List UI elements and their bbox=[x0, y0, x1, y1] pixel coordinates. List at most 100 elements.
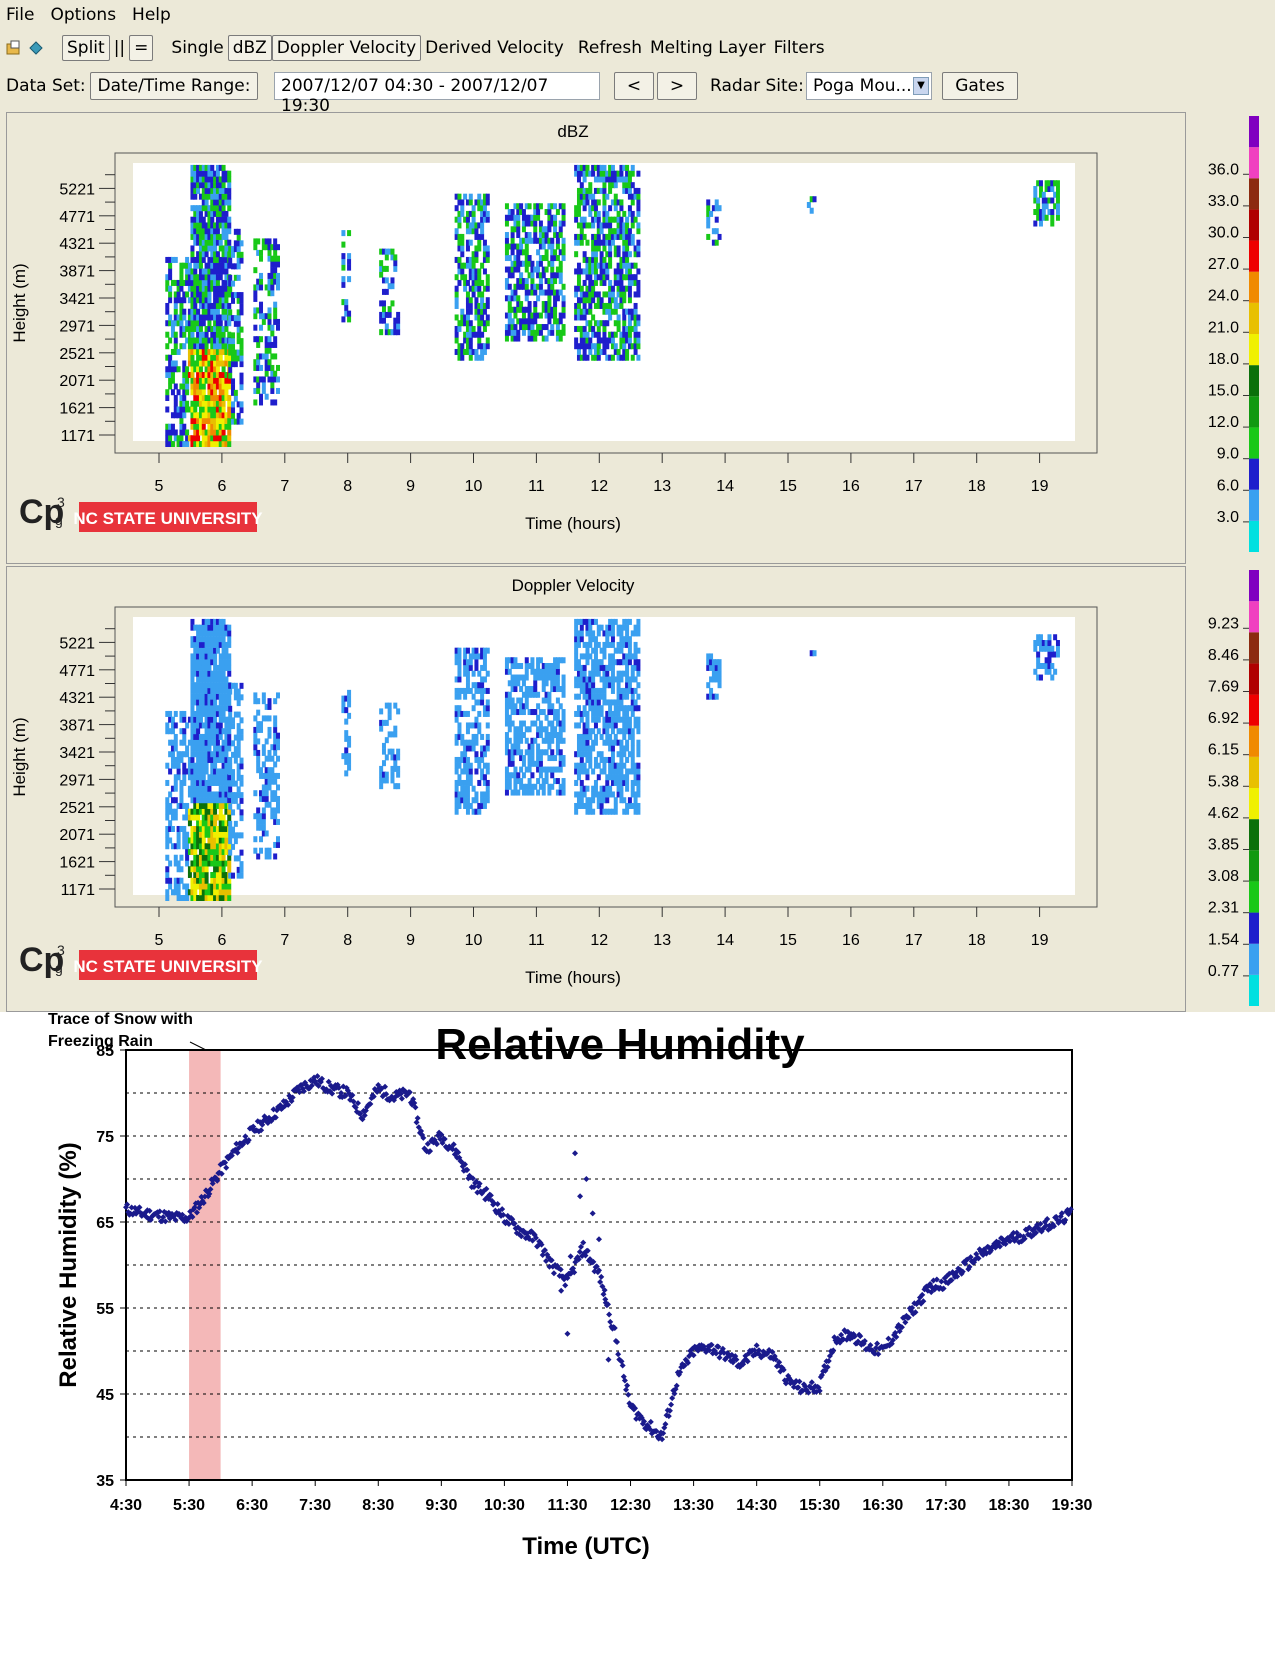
echo-cell bbox=[177, 889, 181, 895]
echo-cell bbox=[625, 355, 629, 361]
colorbar-swatch bbox=[1249, 396, 1259, 427]
echo-cell bbox=[525, 703, 529, 709]
echo-cell bbox=[273, 371, 277, 377]
echo-cell bbox=[486, 791, 490, 797]
echo-cell bbox=[562, 324, 566, 330]
echo-cell bbox=[628, 659, 632, 665]
echo-cell bbox=[556, 244, 560, 250]
refresh-button[interactable]: Refresh bbox=[574, 36, 646, 60]
vertical-split-button[interactable]: || bbox=[110, 36, 129, 60]
echo-cell bbox=[505, 221, 509, 227]
echo-cell bbox=[224, 751, 228, 757]
echo-cell bbox=[634, 653, 638, 659]
echo-cell bbox=[168, 268, 172, 274]
echo-cell bbox=[588, 625, 592, 631]
echo-cell bbox=[580, 717, 584, 723]
echo-cell bbox=[513, 686, 517, 692]
date-range-field[interactable]: 2007/12/07 04:30 - 2007/12/07 19:30 bbox=[274, 72, 600, 100]
y-tick-label: 4321 bbox=[59, 236, 95, 253]
echo-cell bbox=[1047, 634, 1051, 640]
echo-cell bbox=[486, 245, 490, 251]
echo-cell bbox=[228, 309, 232, 315]
echo-cell bbox=[259, 284, 263, 290]
echo-cell bbox=[583, 280, 587, 286]
x-tick-label: 7:30 bbox=[299, 1497, 331, 1514]
echo-cell bbox=[190, 619, 194, 625]
echo-cell bbox=[182, 297, 186, 303]
echo-cell bbox=[505, 232, 509, 238]
echo-cell bbox=[628, 619, 632, 625]
horizontal-split-button[interactable]: = bbox=[129, 35, 153, 61]
single-button[interactable]: Single bbox=[167, 36, 227, 60]
radar-site-select[interactable]: Poga Mou... ▼ bbox=[806, 72, 932, 100]
save-icon[interactable] bbox=[28, 40, 44, 56]
doppler-velocity-button[interactable]: Doppler Velocity bbox=[272, 35, 421, 61]
echo-cell bbox=[608, 705, 612, 711]
echo-cell bbox=[528, 203, 532, 209]
echo-cell bbox=[240, 240, 244, 246]
echo-cell bbox=[385, 254, 389, 260]
echo-cell bbox=[530, 744, 534, 750]
echo-cell bbox=[556, 324, 560, 330]
echo-cell bbox=[718, 682, 722, 688]
echo-cell bbox=[602, 188, 606, 194]
x-tick-label: 13:30 bbox=[673, 1497, 714, 1514]
date-range-button[interactable]: Date/Time Range: bbox=[90, 72, 258, 100]
echo-cell bbox=[562, 657, 566, 663]
echo-cell bbox=[619, 648, 623, 654]
echo-cell bbox=[273, 779, 277, 785]
derived-velocity-button[interactable]: Derived Velocity bbox=[421, 36, 568, 60]
filters-button[interactable]: Filters bbox=[770, 36, 829, 60]
panel-title: dBZ bbox=[557, 122, 588, 141]
melting-layer-button[interactable]: Melting Layer bbox=[646, 36, 770, 60]
echo-cell bbox=[577, 705, 581, 711]
echo-cell bbox=[466, 217, 470, 223]
echo-cell bbox=[636, 803, 640, 809]
echo-cell bbox=[185, 722, 189, 728]
echo-cell bbox=[511, 249, 515, 255]
previous-button[interactable]: < bbox=[614, 72, 654, 100]
gates-button[interactable]: Gates bbox=[942, 72, 1018, 100]
echo-cell bbox=[562, 686, 566, 692]
echo-cell bbox=[227, 728, 231, 734]
echo-cell bbox=[182, 360, 186, 366]
next-button[interactable]: > bbox=[657, 72, 697, 100]
echo-cell bbox=[227, 653, 231, 659]
menu-file[interactable]: File bbox=[6, 5, 34, 25]
chevron-down-icon[interactable]: ▼ bbox=[913, 77, 929, 95]
echo-cell bbox=[480, 355, 484, 361]
echo-cell bbox=[253, 296, 257, 302]
echo-cell bbox=[262, 807, 266, 813]
echo-cell bbox=[539, 313, 543, 319]
echo-cell bbox=[1039, 221, 1043, 227]
echo-cell bbox=[171, 326, 175, 332]
echo-cell bbox=[588, 757, 592, 763]
echo-cell bbox=[536, 267, 540, 273]
echo-cell bbox=[466, 757, 470, 763]
split-button[interactable]: Split bbox=[62, 35, 110, 61]
echo-cell bbox=[227, 671, 231, 677]
echo-cell bbox=[556, 680, 560, 686]
echo-cell bbox=[256, 238, 260, 244]
echo-cell bbox=[591, 797, 595, 803]
open-file-icon[interactable] bbox=[6, 40, 22, 56]
echo-cell bbox=[210, 217, 214, 223]
echo-cell bbox=[182, 395, 186, 401]
echo-cell bbox=[525, 284, 529, 290]
echo-cell bbox=[1056, 640, 1060, 646]
echo-cell bbox=[486, 740, 490, 746]
menu-help[interactable]: Help bbox=[132, 5, 171, 25]
dbz-button[interactable]: dBZ bbox=[228, 35, 272, 61]
echo-cell bbox=[600, 705, 604, 711]
echo-cell bbox=[628, 636, 632, 642]
colorbar-swatch bbox=[1249, 147, 1259, 178]
echo-cell bbox=[483, 268, 487, 274]
echo-cell bbox=[165, 395, 169, 401]
echo-cell bbox=[516, 772, 520, 778]
echo-cell bbox=[602, 182, 606, 188]
menu-options[interactable]: Options bbox=[50, 5, 116, 25]
echo-cell bbox=[597, 728, 601, 734]
echo-cell bbox=[480, 734, 484, 740]
echo-cell bbox=[227, 412, 231, 418]
echo-cell bbox=[605, 320, 609, 326]
